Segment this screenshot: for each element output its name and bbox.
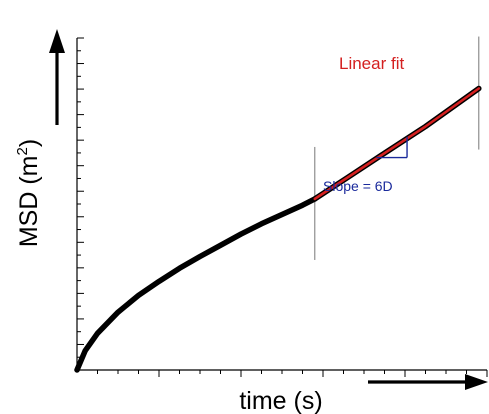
- fit-range-markers: [314, 36, 480, 260]
- slope-triangle: [376, 136, 408, 159]
- y-axis-title: MSD (m2): [14, 139, 43, 247]
- x-axis-title: time (s): [239, 387, 322, 414]
- x-direction-arrow: [368, 374, 488, 390]
- linear-fit-line: [313, 87, 481, 201]
- msd-data-line: [74, 196, 318, 373]
- slope-label: Slope = 6D: [323, 178, 393, 194]
- linear-fit-label: Linear fit: [339, 54, 404, 73]
- y-axis-title-superscript: 2: [14, 147, 31, 155]
- y-axis-title-close: ): [15, 139, 43, 147]
- y-direction-arrow: [49, 29, 65, 125]
- series-group: [74, 85, 482, 373]
- y-axis-title-main: MSD (m: [15, 156, 43, 248]
- axis-ticks: [77, 37, 488, 377]
